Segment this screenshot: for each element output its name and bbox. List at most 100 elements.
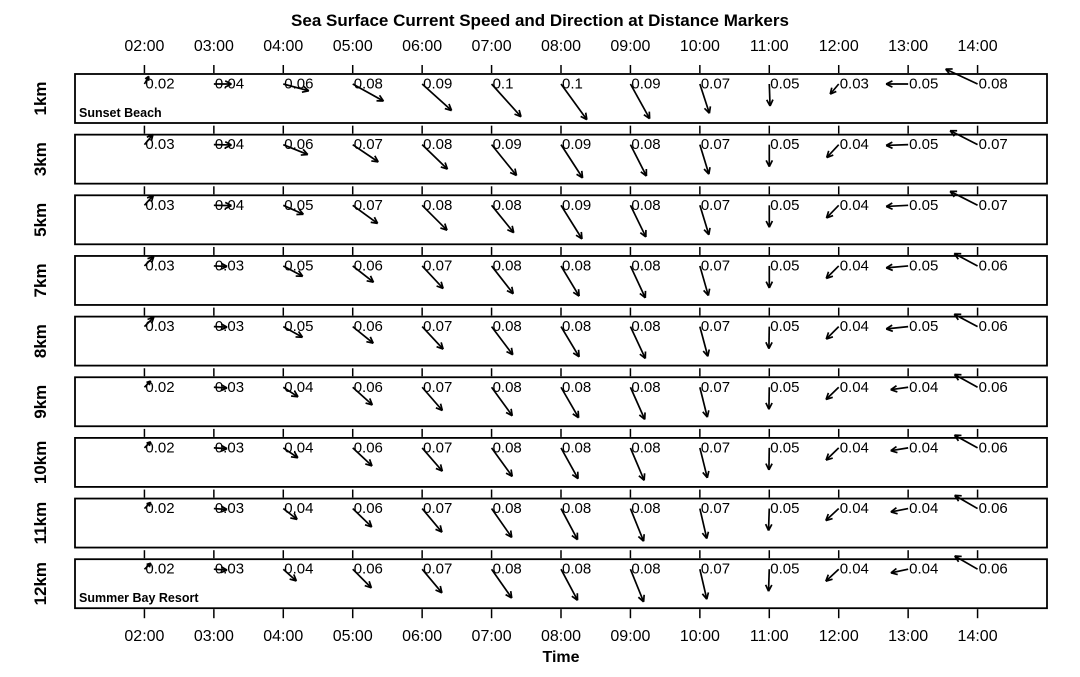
x-axis-tick-label-top: 03:00 (194, 38, 234, 55)
current-vector-shaft (143, 194, 154, 206)
current-vector-shaft (560, 326, 580, 358)
current-vector-head (224, 83, 232, 88)
speed-value-label: 0.09 (562, 197, 591, 214)
speed-value-label: 0.05 (284, 257, 313, 274)
speed-value-label: 0.07 (701, 257, 730, 274)
current-vector-head (949, 130, 955, 137)
speed-value-label: 0.05 (770, 500, 799, 517)
speed-value-label: 0.08 (631, 561, 660, 578)
current-vector-shaft (629, 508, 645, 542)
current-vector-head (708, 167, 711, 175)
speed-value-label: 0.08 (423, 197, 452, 214)
current-vector-head (444, 107, 452, 112)
speed-value-label: 0.03 (840, 76, 869, 93)
current-vector-head (642, 594, 645, 602)
current-vector-head (826, 214, 834, 219)
current-vector-shaft (629, 83, 651, 120)
current-vector-shaft (421, 386, 443, 412)
current-vector-head (825, 150, 830, 158)
current-vector-head (825, 513, 830, 521)
current-vector-head (510, 286, 515, 294)
current-vector-shaft (560, 386, 580, 419)
current-vector-shaft (282, 265, 304, 278)
current-vector-head (369, 275, 375, 283)
current-vector-head (440, 342, 444, 350)
x-axis-tick-label-bottom: 04:00 (263, 628, 303, 645)
current-vector-head (637, 535, 645, 542)
current-vector-head (435, 407, 443, 412)
current-vector-head (146, 501, 152, 505)
current-vector-shaft (490, 508, 513, 538)
current-vector-head (368, 520, 373, 528)
chart-title: Sea Surface Current Speed and Direction … (291, 11, 789, 30)
current-vector-shaft (490, 83, 522, 118)
current-vector-head (505, 533, 513, 539)
current-vector-shaft (767, 508, 771, 531)
speed-value-label: 0.07 (701, 197, 730, 214)
current-vector-head (146, 194, 154, 199)
current-vector-shaft (699, 569, 708, 600)
current-vector-shaft (352, 507, 373, 528)
current-vector-head (890, 567, 897, 574)
speed-value-label: 0.04 (909, 439, 938, 456)
current-vector-shaft (490, 204, 515, 234)
speed-value-label: 0.03 (215, 379, 244, 396)
current-vector-head (440, 227, 448, 231)
current-vector-head (439, 403, 444, 411)
current-vector-head (150, 316, 155, 324)
current-vector-head (510, 469, 514, 477)
current-vector-shaft (826, 144, 840, 159)
current-vector-shaft (490, 568, 513, 599)
current-vector-head (825, 271, 830, 279)
current-vector-head (301, 89, 309, 94)
current-vector-shaft (949, 129, 978, 146)
speed-value-label: 0.09 (423, 76, 452, 93)
current-vector-shaft (954, 494, 978, 510)
current-vector-head (885, 328, 894, 333)
current-vector-head (435, 528, 443, 533)
current-vector-shaft (954, 434, 978, 449)
speed-value-label: 0.1 (562, 76, 583, 93)
current-vector-head (575, 234, 583, 240)
current-vector-shaft (953, 313, 978, 328)
current-vector-head (365, 402, 373, 406)
speed-value-label: 0.03 (215, 561, 244, 578)
current-vector-head (640, 171, 647, 177)
speed-value-label: 0.04 (840, 439, 869, 456)
speed-value-label: 0.05 (770, 136, 799, 153)
speed-value-label: 0.04 (284, 561, 313, 578)
current-vector-head (150, 195, 155, 203)
current-vector-head (702, 411, 708, 418)
current-vector-shaft (699, 447, 709, 478)
speed-value-label: 0.04 (909, 379, 938, 396)
x-axis-tick-label-bottom: 05:00 (333, 628, 373, 645)
current-vector-shaft (490, 326, 514, 356)
current-vector-head (890, 449, 898, 454)
current-vector-shaft (352, 265, 375, 283)
speed-value-label: 0.04 (909, 561, 938, 578)
current-vector-head (825, 275, 834, 280)
current-vector-head (638, 414, 646, 421)
current-vector-shaft (352, 143, 379, 163)
current-vector-head (150, 134, 154, 142)
current-vector-head (505, 411, 513, 417)
x-axis-tick-label-bottom: 06:00 (402, 628, 442, 645)
current-vector-head (364, 523, 372, 528)
current-vector-head (509, 171, 517, 177)
speed-value-label: 0.08 (423, 136, 452, 153)
current-vector-head (954, 494, 960, 502)
current-vector-head (702, 350, 709, 357)
current-vector-shaft (560, 447, 579, 480)
speed-value-label: 0.06 (354, 500, 383, 517)
current-vector-head (642, 534, 645, 542)
current-vector-head (701, 593, 708, 600)
panel-box (74, 436, 1048, 488)
current-vector-head (765, 220, 771, 228)
speed-value-label: 0.08 (631, 197, 660, 214)
current-vector-head (220, 444, 228, 450)
current-vector-head (366, 279, 374, 284)
speed-value-label: 0.05 (770, 76, 799, 93)
current-vector-head (510, 408, 514, 416)
current-vector-head (885, 141, 893, 147)
speed-value-label: 0.08 (562, 318, 591, 335)
